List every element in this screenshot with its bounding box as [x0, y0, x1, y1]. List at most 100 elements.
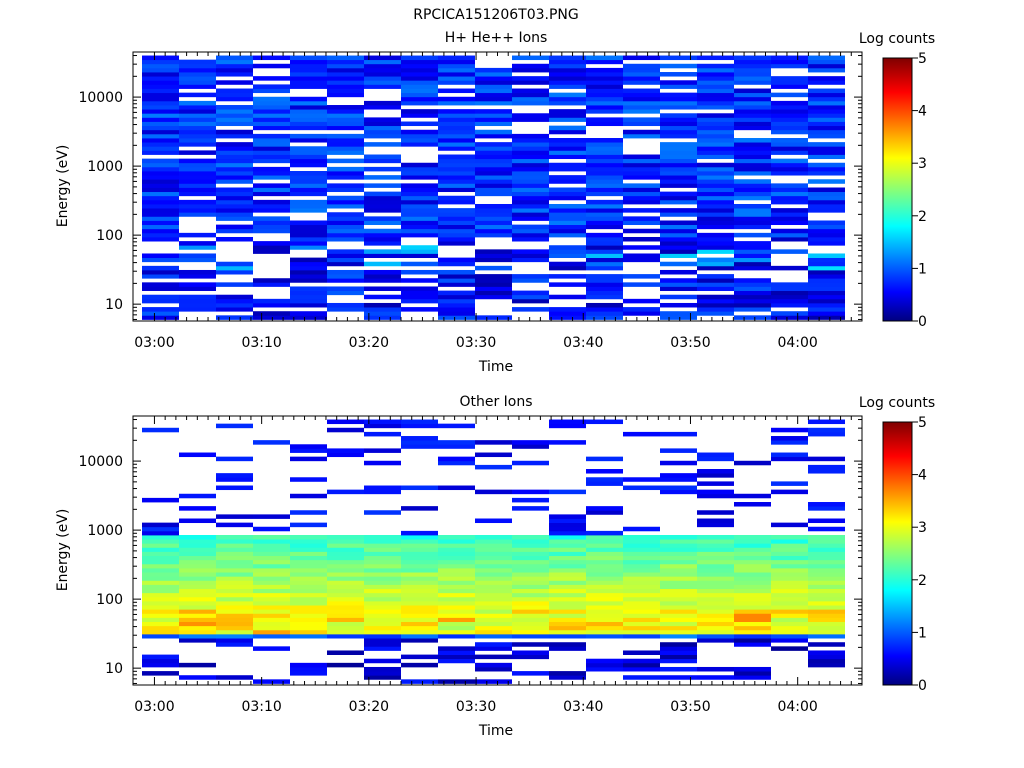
figure-title: RPCICA151206T03.PNG: [413, 7, 578, 23]
heatmap-cell: [697, 572, 734, 577]
heatmap-cell: [142, 171, 179, 176]
heatmap-cell: [401, 67, 438, 73]
heatmap-cell: [475, 559, 512, 565]
heatmap-cell: [808, 596, 845, 602]
heatmap-cell: [216, 584, 253, 590]
heatmap-cell: [142, 175, 179, 180]
heatmap-cell: [660, 592, 697, 598]
heatmap-cell: [660, 460, 697, 466]
heatmap-cell: [660, 584, 697, 590]
heatmap-cell: [216, 158, 253, 164]
heatmap-cell: [475, 162, 512, 168]
heatmap-cell: [401, 72, 438, 77]
heatmap-cell: [512, 588, 549, 594]
heatmap-cell: [549, 489, 586, 495]
heatmap-cell: [179, 121, 216, 127]
heatmap-cell: [364, 543, 401, 548]
heatmap-cell: [771, 621, 808, 627]
heatmap-cell: [142, 117, 179, 122]
heatmap-cell: [438, 580, 475, 585]
heatmap-cell: [586, 294, 623, 300]
heatmap-cell: [549, 559, 586, 565]
heatmap-cell: [771, 547, 808, 552]
heatmap-cell: [327, 88, 364, 94]
heatmap-cell: [623, 307, 660, 312]
heatmap-cell: [549, 113, 586, 118]
heatmap-cell: [179, 125, 216, 131]
heatmap-cell: [549, 203, 586, 209]
heatmap-cell: [734, 220, 771, 226]
heatmap-cell: [438, 535, 475, 540]
heatmap-cell: [290, 146, 327, 151]
heatmap-cell: [734, 100, 771, 106]
heatmap-cell: [290, 257, 327, 263]
heatmap-cell: [660, 245, 697, 250]
heatmap-cell: [290, 584, 327, 590]
heatmap-cell: [327, 588, 364, 594]
heatmap-cell: [808, 208, 845, 213]
heatmap-cell: [549, 129, 586, 135]
heatmap-cell: [438, 179, 475, 184]
heatmap-cell: [364, 129, 401, 135]
heatmap-cell: [549, 567, 586, 573]
heatmap-cell: [179, 493, 216, 499]
heatmap-cell: [253, 117, 290, 122]
heatmap-cell: [401, 55, 438, 61]
heatmap-cell: [771, 100, 808, 106]
heatmap-cell: [364, 166, 401, 172]
heatmap-cell: [512, 555, 549, 561]
heatmap-cell: [586, 84, 623, 89]
x-tick-label: 04:00: [777, 699, 817, 715]
heatmap-cell: [771, 522, 808, 528]
heatmap-cell: [142, 286, 179, 291]
heatmap-cell: [401, 162, 438, 168]
heatmap-cell: [623, 191, 660, 197]
heatmap-cell: [438, 290, 475, 296]
heatmap-cell: [364, 249, 401, 254]
heatmap-cell: [290, 671, 327, 676]
heatmap-cell: [142, 232, 179, 238]
heatmap-cell: [401, 228, 438, 234]
heatmap-cell: [586, 117, 623, 122]
heatmap-cell: [290, 241, 327, 246]
heatmap-cell: [179, 158, 216, 164]
heatmap-cell: [364, 105, 401, 110]
heatmap-cell: [734, 625, 771, 631]
heatmap-cell: [697, 629, 734, 635]
heatmap-cell: [142, 129, 179, 135]
heatmap-cell: [697, 191, 734, 197]
heatmap-cell: [216, 563, 253, 569]
x-tick-label: 03:50: [670, 699, 710, 715]
heatmap-cell: [660, 315, 697, 320]
heatmap-cell: [586, 290, 623, 296]
heatmap-cell: [179, 241, 216, 246]
heatmap-cell: [623, 257, 660, 263]
heatmap-cell: [549, 249, 586, 254]
heatmap-cell: [549, 294, 586, 300]
heatmap-cell: [290, 76, 327, 81]
heatmap-cell: [808, 154, 845, 160]
heatmap-cell: [364, 539, 401, 544]
heatmap-cell: [475, 580, 512, 585]
heatmap-cell: [216, 592, 253, 598]
heatmap-cell: [549, 253, 586, 259]
heatmap-cell: [142, 307, 179, 312]
heatmap-cell: [475, 171, 512, 176]
heatmap-cell: [290, 138, 327, 143]
heatmap-cell: [697, 567, 734, 573]
heatmap-cell: [438, 142, 475, 147]
heatmap-cell: [179, 452, 216, 458]
heatmap-cell: [734, 535, 771, 540]
heatmap-cell: [142, 96, 179, 102]
heatmap-cell: [771, 543, 808, 548]
heatmap-cell: [549, 311, 586, 316]
heatmap-cell: [290, 269, 327, 275]
heatmap-cell: [438, 183, 475, 188]
heatmap-cell: [364, 253, 401, 259]
heatmap-cell: [771, 236, 808, 242]
heatmap-cell: [216, 142, 253, 147]
heatmap-cell: [808, 633, 845, 639]
heatmap-cell: [253, 609, 290, 614]
heatmap-cell: [549, 265, 586, 271]
